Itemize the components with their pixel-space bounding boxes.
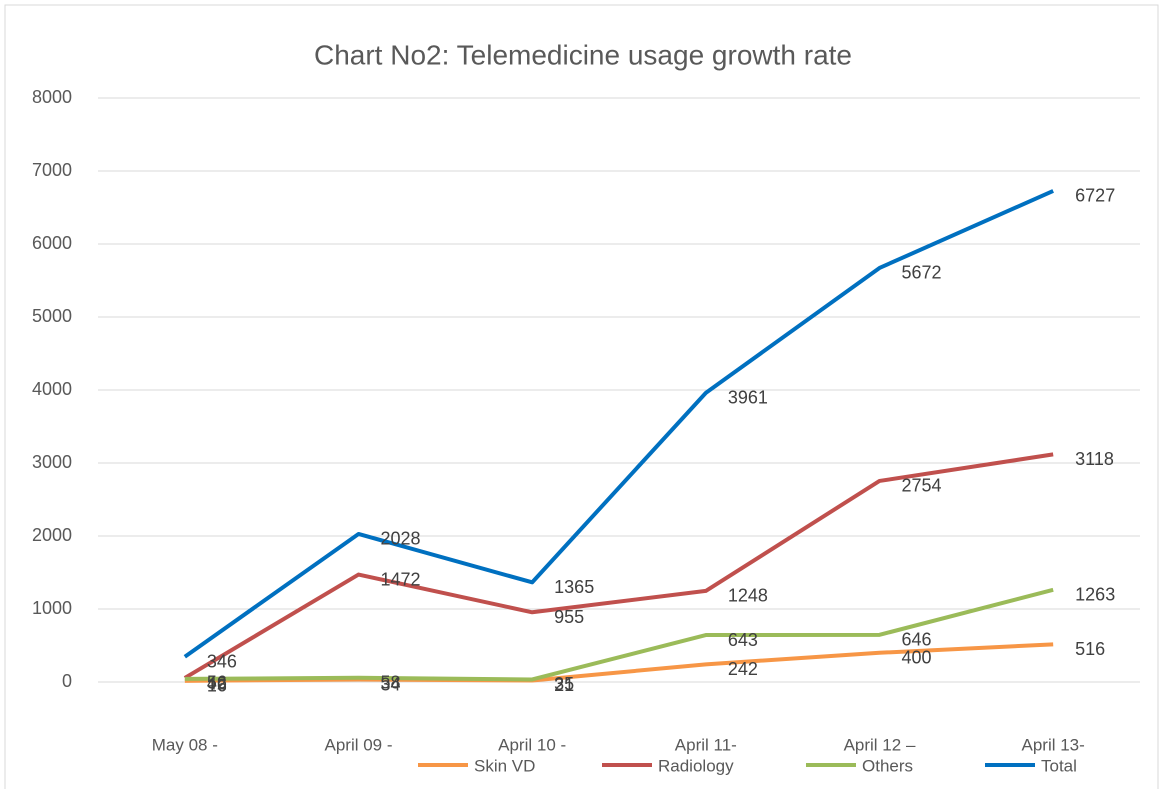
- data-label: 1365: [554, 577, 594, 597]
- legend-label: Skin VD: [474, 756, 535, 775]
- x-tick-label: April 13-: [1022, 735, 1085, 754]
- data-label: 56: [207, 673, 227, 693]
- chart-frame: [4, 4, 1159, 789]
- data-label: 2028: [381, 529, 421, 549]
- data-label: 242: [728, 659, 758, 679]
- data-label: 1263: [1075, 585, 1115, 605]
- data-label: 42: [207, 674, 227, 694]
- data-label: 3961: [728, 388, 768, 408]
- series-line: [183, 452, 1054, 680]
- data-label: 21: [554, 675, 574, 695]
- legend-label: Others: [862, 756, 913, 775]
- data-label: 646: [902, 630, 932, 650]
- data-label: 5672: [902, 263, 942, 283]
- data-label: 58: [381, 673, 401, 693]
- data-label: 2754: [902, 476, 942, 496]
- y-tick-label: 4000: [32, 379, 72, 399]
- data-label: 35: [554, 674, 574, 694]
- data-label: 16: [207, 676, 227, 696]
- x-tick-label: April 09 -: [324, 735, 392, 754]
- legend-label: Total: [1041, 756, 1077, 775]
- data-label: 516: [1075, 639, 1105, 659]
- y-tick-label: 1000: [32, 598, 72, 618]
- data-label: 346: [207, 651, 237, 671]
- data-label: 643: [728, 630, 758, 650]
- x-tick-label: May 08 -: [152, 735, 218, 754]
- y-tick-label: 0: [62, 671, 72, 691]
- y-tick-label: 8000: [32, 87, 72, 107]
- y-tick-label: 6000: [32, 233, 72, 253]
- x-tick-label: April 12 –: [844, 735, 916, 754]
- x-tick-label: April 11-: [675, 735, 737, 754]
- y-tick-label: 7000: [32, 160, 72, 180]
- data-label: 34: [381, 674, 401, 694]
- y-tick-label: 2000: [32, 525, 72, 545]
- data-label: 6727: [1075, 186, 1115, 206]
- series-line: [183, 189, 1054, 659]
- data-label: 1248: [728, 586, 768, 606]
- x-tick-label: April 10 -: [498, 735, 566, 754]
- legend-label: Radiology: [658, 756, 734, 775]
- y-tick-label: 5000: [32, 306, 72, 326]
- series-line: [184, 587, 1054, 682]
- y-tick-label: 3000: [32, 452, 72, 472]
- data-label: 1472: [381, 569, 421, 589]
- chart-title: Chart No2: Telemedicine usage growth rat…: [314, 39, 852, 70]
- data-label: 3118: [1075, 449, 1114, 469]
- data-label: 400: [902, 648, 932, 668]
- data-label: 955: [554, 607, 584, 627]
